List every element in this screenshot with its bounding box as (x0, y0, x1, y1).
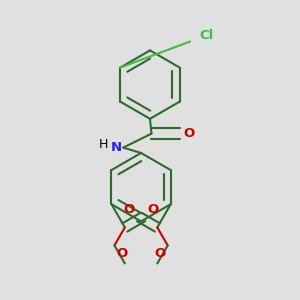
Text: Cl: Cl (199, 29, 213, 42)
Text: O: O (117, 247, 128, 260)
Text: H: H (99, 138, 108, 151)
Text: O: O (183, 127, 194, 140)
Text: O: O (124, 202, 135, 215)
Text: O: O (154, 247, 165, 260)
Text: O: O (147, 202, 159, 215)
Text: N: N (111, 140, 122, 154)
